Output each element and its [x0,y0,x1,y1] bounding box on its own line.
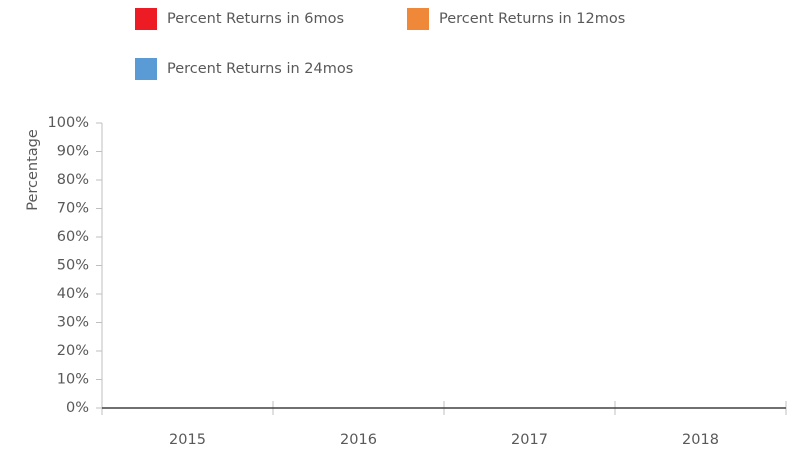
y-tick-label: 10% [57,372,89,388]
legend-swatch [135,8,157,30]
legend-label: Percent Returns in 6mos [167,11,344,27]
x-tick-label: 2018 [682,432,719,448]
y-tick-label: 90% [57,144,89,160]
legend-swatch [407,8,429,30]
y-tick-label: 50% [57,258,89,274]
x-tick-label: 2015 [169,432,206,448]
y-tick-label: 100% [48,115,89,131]
y-tick-label: 40% [57,286,89,302]
y-tick-label: 30% [57,315,89,331]
y-axis-label: Percentage [25,129,41,211]
y-tick-label: 80% [57,172,89,188]
x-tick-label: 2016 [340,432,377,448]
y-tick-label: 0% [66,400,89,416]
y-tick-label: 20% [57,343,89,359]
y-tick-label: 60% [57,229,89,245]
y-tick-label: 70% [57,201,89,217]
legend-swatch [135,58,157,80]
legend-label: Percent Returns in 12mos [439,11,625,27]
x-tick-label: 2017 [511,432,548,448]
legend-label: Percent Returns in 24mos [167,61,353,77]
